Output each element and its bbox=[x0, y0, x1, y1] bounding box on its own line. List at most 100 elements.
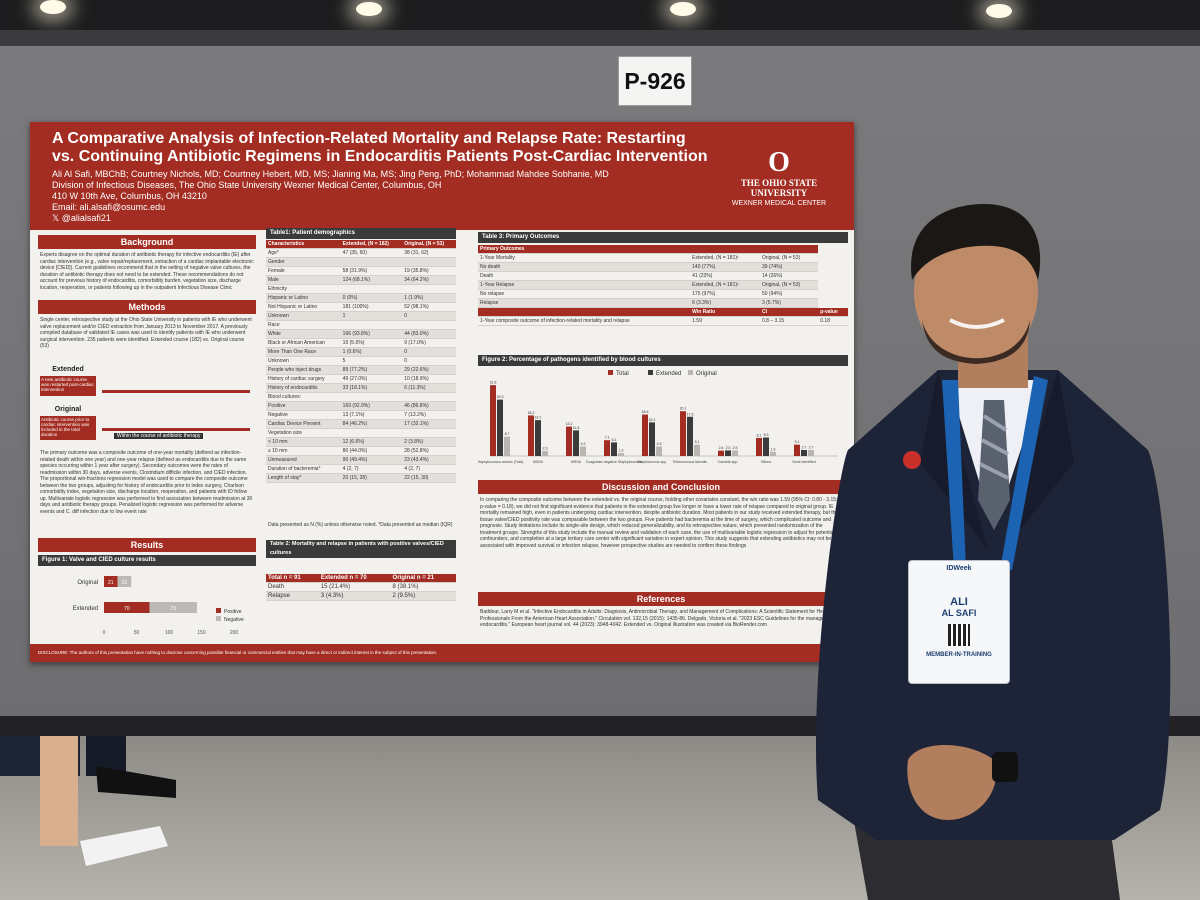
table-header-cell: CI bbox=[759, 307, 819, 317]
table-cell: 1-Year Mortality bbox=[478, 253, 691, 263]
table-cell bbox=[340, 428, 403, 438]
figure2-bar bbox=[528, 415, 534, 456]
table-header-cell: Win Ratio bbox=[690, 307, 760, 317]
discussion-text: In comparing the composite outcome betwe… bbox=[480, 497, 839, 549]
table-cell: 14 (26%) bbox=[759, 271, 819, 281]
table-cell: Length of stay* bbox=[266, 473, 341, 483]
figure2-bar bbox=[794, 444, 800, 456]
table-cell: 124 (68.1%) bbox=[340, 275, 403, 285]
table1-row: Black or African American 10 (5.6%) 9 (17.… bbox=[266, 338, 456, 348]
figure2-category-label: MRSA bbox=[571, 460, 582, 464]
figure2-bar bbox=[680, 411, 686, 456]
figure2-value-label: 2.4 bbox=[719, 446, 724, 450]
figure1-bar-negative bbox=[117, 576, 132, 587]
table-cell: 3 (4.3%) bbox=[318, 591, 391, 601]
figure2-bar bbox=[497, 399, 503, 456]
figure2-bar bbox=[604, 440, 610, 456]
table-cell: No relapse bbox=[478, 289, 691, 299]
table-cell bbox=[402, 284, 456, 294]
figure2-bar bbox=[490, 385, 496, 456]
table1-row: Age* 47 (35, 60) 38 (31, 62) bbox=[266, 248, 456, 258]
table-header-cell bbox=[759, 245, 819, 254]
figure2-value-label: 5.1 bbox=[695, 440, 700, 444]
passerby-legs bbox=[0, 736, 176, 866]
table-cell: 12 (6.6%) bbox=[340, 437, 403, 447]
figure2-category-label: MSSA bbox=[533, 460, 544, 464]
background-heading: Background bbox=[38, 235, 256, 249]
figure2-legend-label: Total bbox=[616, 371, 629, 377]
figure1-row-label: Extended bbox=[73, 606, 98, 612]
figure2-bar bbox=[770, 451, 776, 456]
references-heading: References bbox=[478, 592, 844, 606]
figure2-title: Figure 2: Percentage of pathogens identi… bbox=[478, 355, 848, 366]
outcomes-text: The primary outcome was a composite outc… bbox=[40, 450, 253, 515]
figure2-bar bbox=[763, 437, 769, 456]
table-cell bbox=[340, 320, 403, 330]
table3-row: No death 140 (77%) 39 (74%) bbox=[478, 262, 848, 272]
table-cell: Extended, (N = 181)¹ bbox=[690, 253, 760, 263]
figure1-legend-swatch bbox=[216, 616, 221, 621]
figure2-value-label: 7.1 bbox=[605, 436, 610, 440]
table-cell: 4 (2, 7) bbox=[340, 464, 403, 474]
table-cell: 2 (9.5%) bbox=[390, 591, 456, 601]
table-cell: Extended, (N = 181)¹ bbox=[690, 280, 760, 290]
table1-row: Positive 169 (92.9%) 46 (86.8%) bbox=[266, 401, 456, 411]
table1-row: Not Hispanic or Latino 181 (100%) 52 (98.1… bbox=[266, 302, 456, 312]
table-cell: People who inject drugs bbox=[266, 365, 341, 375]
figure2-value-label: 4.3 bbox=[581, 442, 586, 446]
table-cell: 19 (35.8%) bbox=[402, 266, 456, 276]
table-cell: 169 (92.9%) bbox=[340, 401, 403, 411]
table-cell: 4 (2, 7) bbox=[402, 464, 456, 474]
table3-win-header-row: Win Ratio CI p-value bbox=[478, 307, 848, 317]
badge-first-name: ALI bbox=[950, 596, 968, 608]
figure1-tick-label: 50 bbox=[134, 630, 140, 636]
table-cell: 29 (22.6%) bbox=[402, 365, 456, 375]
table-cell: 1 (1.9%) bbox=[402, 293, 456, 303]
table-cell: 10 (5.6%) bbox=[340, 338, 403, 348]
table-cell: 10 (18.9%) bbox=[402, 374, 456, 384]
table-header-cell: p-value bbox=[818, 307, 848, 317]
table-cell bbox=[402, 428, 456, 438]
table-cell: Age* bbox=[266, 248, 341, 258]
table-header-cell: Extended, (N = 182) bbox=[340, 240, 403, 249]
table-cell: 140 (77%) bbox=[690, 262, 760, 272]
table-cell: Unknown bbox=[266, 311, 341, 321]
original-description: Antibiotic course prior to cardiac inter… bbox=[40, 416, 96, 440]
table-cell bbox=[340, 284, 403, 294]
table-cell: ≥ 10 mm bbox=[266, 446, 341, 456]
table-header-cell: Extended n = 70 bbox=[318, 574, 391, 583]
table-cell: 6 (11.3%) bbox=[402, 383, 456, 393]
table-cell: Positive bbox=[266, 401, 341, 411]
table-cell: 181 (100%) bbox=[340, 302, 403, 312]
figure2-value-label: 13.2 bbox=[566, 422, 573, 426]
figure2-value-label: 11.5 bbox=[573, 426, 580, 430]
figure2-legend-swatch bbox=[648, 370, 653, 375]
name-badge: IDWeek ALI AL SAFI MEMBER-IN-TRAINING bbox=[908, 560, 1010, 684]
table3-primary-outcomes: Primary Outcomes 1-Year Mortality Extended… bbox=[478, 245, 848, 326]
table-cell: More Than One Race bbox=[266, 347, 341, 357]
osu-subname: WEXNER MEDICAL CENTER bbox=[731, 200, 827, 207]
table-cell: 175 (97%) bbox=[690, 289, 760, 299]
figure2-bar bbox=[580, 446, 586, 456]
table3-row: 1-Year Relapse Extended, (N = 181)¹ Origin… bbox=[478, 280, 848, 290]
table1-row: Vegetation size bbox=[266, 428, 456, 438]
figure2-legend-label: Original bbox=[696, 371, 717, 377]
figure2-value-label: 18.6 bbox=[642, 410, 649, 414]
table1-row: Blood cultures: bbox=[266, 392, 456, 402]
table1-row: Negative 13 (7.1%) 7 (13.2%) bbox=[266, 410, 456, 420]
table-cell: 50 (94%) bbox=[759, 289, 819, 299]
figure2-value-label: 15.1 bbox=[649, 418, 656, 422]
osu-logo: O THE OHIO STATE UNIVERSITY WEXNER MEDIC… bbox=[714, 148, 844, 208]
figure1-bar-positive bbox=[104, 602, 150, 613]
table3-row: 1-Year Mortality Extended, (N = 181)¹ Orig… bbox=[478, 253, 848, 263]
table-cell: Blood cultures: bbox=[266, 392, 341, 402]
table-header-cell: Primary Outcomes bbox=[478, 245, 691, 254]
table-cell: 84 (46.2%) bbox=[340, 419, 403, 429]
figure2-bar bbox=[642, 414, 648, 456]
table1-row: Unmeasured 90 (49.4%) 23 (43.4%) bbox=[266, 455, 456, 465]
table3-win-row: 1-Year composite outcome of infection-re… bbox=[478, 316, 848, 326]
figure2-value-label: 1.3 bbox=[619, 449, 624, 453]
discussion-heading: Discussion and Conclusion bbox=[478, 480, 844, 494]
table-cell: 23 (43.4%) bbox=[402, 455, 456, 465]
badge-last-name: AL SAFI bbox=[941, 608, 977, 618]
